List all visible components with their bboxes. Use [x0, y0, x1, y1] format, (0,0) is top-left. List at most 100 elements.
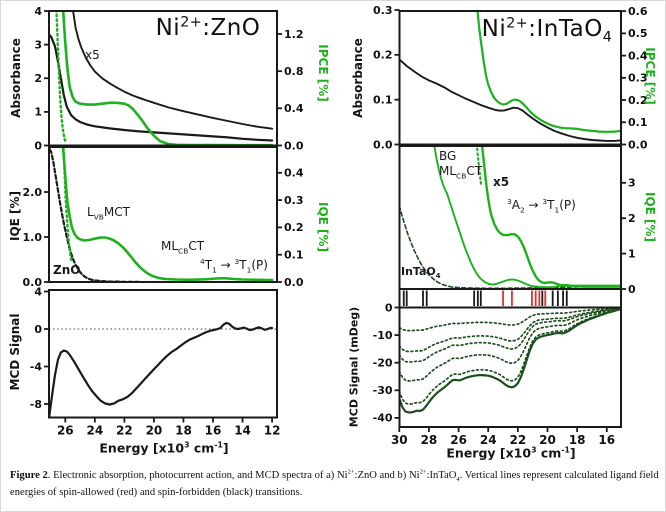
- annotation-x5-zno: x5: [85, 48, 100, 62]
- curve-mcd_base-3: [399, 307, 621, 382]
- tick-label-left: -4: [30, 360, 43, 373]
- y-axis-label-ipce-zno: IPCE [%]: [316, 44, 330, 102]
- y-axis-label-absorbance-intao4: Absorbance: [351, 38, 365, 118]
- tick-label-right: 0.1: [284, 249, 304, 262]
- tick-label-x: 22: [510, 433, 527, 447]
- tick-label-x: 12: [264, 424, 281, 438]
- tick-label-x: 24: [86, 424, 103, 438]
- tick-label-left: 2.0: [23, 186, 43, 199]
- curve-absorbance: [49, 33, 274, 142]
- series-group-int_mcd: [399, 307, 621, 414]
- tick-label-left: -30: [373, 384, 393, 397]
- annotation-transition-intao4: 3A2 → 3T1(P): [507, 197, 576, 215]
- tick-label-left: 0: [34, 323, 42, 336]
- tick-label-left: -40: [373, 412, 393, 425]
- tick-label-right: 0.1: [628, 116, 648, 129]
- transition-strip-frame: [398, 288, 622, 309]
- tick-label-left: 3: [34, 38, 42, 51]
- tick-label-right: 0.4: [284, 167, 304, 180]
- tick-label-x: 30: [391, 433, 408, 447]
- tick-label-x: 14: [234, 424, 251, 438]
- annotation-zno: ZnO: [53, 263, 81, 277]
- panel-int_mid: 3 2 1 0: [398, 145, 636, 296]
- panel-title-intao4: Ni2+:InTaO4: [481, 15, 613, 46]
- panel-title-zno: Ni2+:ZnO: [155, 14, 261, 41]
- panel-frame-int_mcd: [398, 306, 622, 428]
- tick-label-right: 0.4: [284, 102, 304, 115]
- tick-label-x: 16: [205, 424, 222, 438]
- panel-zno_mcd: 4 0 -4 -8 26 24 22 20 18 16 14 12: [30, 285, 281, 437]
- figure-caption: Figure 2. Electronic absorption, photocu…: [10, 468, 659, 498]
- tick-label-x: 20: [146, 424, 163, 438]
- tick-label-right: 0.0: [628, 138, 648, 151]
- tick-label-left: 4: [34, 285, 42, 298]
- series-group-int_mid: [399, 146, 621, 289]
- curve-mcd_base-1: [399, 307, 621, 353]
- tick-label-left: 0.2: [373, 49, 393, 62]
- tick-label-x: 28: [421, 433, 438, 447]
- tick-label-right: 0.0: [284, 139, 304, 152]
- curve-iqe_x5_lead: [475, 146, 483, 186]
- curve-mcd_base-0: [399, 307, 621, 332]
- curve-ipce: [476, 11, 621, 133]
- tick-label-left: 0.0: [23, 276, 43, 289]
- annotation-bg: BG: [439, 149, 457, 163]
- y-axis-label-iqe-intao4: IQE [%]: [643, 191, 657, 243]
- x-axis-label-intao4: Energy [x103 cm-1]: [446, 445, 576, 461]
- tick-label-right: 0.4: [628, 49, 648, 62]
- tick-label-right: 0.2: [628, 94, 648, 107]
- tick-label-x: 22: [116, 424, 133, 438]
- tick-label-left: 2: [34, 72, 42, 85]
- panel-transitions: [398, 288, 622, 309]
- series-group-int_top: [399, 11, 621, 142]
- tick-label-right: 3: [628, 177, 636, 190]
- tick-label-right: 0.2: [284, 221, 304, 234]
- curve-iqe: [61, 147, 274, 282]
- tick-label-left: 0.0: [373, 138, 393, 151]
- tick-label-right: 0.3: [628, 72, 648, 85]
- tick-label-x: 18: [175, 424, 192, 438]
- annotation-mlcbct-intao4: MLCBCT: [439, 164, 483, 181]
- y-axis-label-iqe-left-zno: IQE [%]: [8, 190, 22, 242]
- tick-label-left: 1.0: [23, 231, 43, 244]
- tick-label-left: 0.1: [373, 93, 393, 106]
- curve-ipce: [61, 11, 274, 146]
- tick-label-right: 0.5: [628, 27, 648, 40]
- tick-label-right: 0: [628, 283, 636, 296]
- tick-label-x: 26: [450, 433, 467, 447]
- curve-mcd_base-2: [399, 307, 621, 363]
- curve-mcd_base-4: [399, 307, 621, 405]
- y-axis-label-mcd-intao4: MCD Signal (mDeg): [347, 306, 361, 428]
- y-axis-label-iqe-right-zno: IQE [%]: [316, 201, 330, 253]
- panel-zno_top: 4 3 2 1 0 1.2 0.8 0.4 0.0: [34, 5, 303, 153]
- series-group-zno_top: [49, 11, 274, 146]
- tick-label-right: 2: [628, 212, 636, 225]
- tick-label-left: -8: [30, 398, 42, 411]
- curve-iqe_x5: [62, 147, 73, 263]
- curve-intao4_reference: [399, 205, 621, 289]
- tick-label-right: 1.2: [284, 28, 304, 41]
- annotation-x5-intao4: x5: [493, 175, 510, 189]
- y-axis-label-mcd-zno: MCD Signal: [8, 313, 22, 391]
- annotation-lvbmct: LVBMCT: [87, 205, 130, 222]
- annotation-intao4: InTaO4: [401, 265, 441, 281]
- tick-label-left: 0: [34, 139, 42, 152]
- curve-iqe_x5: [480, 146, 621, 287]
- tick-label-right: 0.8: [284, 65, 304, 78]
- tick-label-right: 0.6: [628, 5, 648, 18]
- caption-figure-label: Figure 2: [10, 470, 48, 481]
- tick-label-left: -10: [373, 329, 393, 342]
- series-group-zno_mcd: [49, 321, 274, 418]
- curve-mcd_base-5: [399, 307, 621, 414]
- tick-label-left: 0.3: [373, 4, 393, 17]
- tick-label-x: 16: [598, 433, 615, 447]
- tick-label-right: 0.3: [284, 194, 304, 207]
- tick-label-x: 24: [480, 433, 497, 447]
- panel-frame-zno_mid: [48, 146, 278, 283]
- tick-label-left: 0: [385, 301, 393, 314]
- tick-label-right: 1: [628, 247, 636, 260]
- panel-int_mcd: 0 -10 -20 -30 -40 30 28 26 24 22 20 18 16: [373, 301, 622, 447]
- y-axis-label-absorbance-zno: Absorbance: [9, 38, 23, 118]
- annotation-mlcbct-zno: MLCBCT: [161, 239, 205, 256]
- spectra-plot-svg: 4 3 2 1 0 1.2 0.8 0.4 0.0 2.0 1.0 0.0 0.4 0.3 0.2 0.1 0.…: [23, 4, 648, 447]
